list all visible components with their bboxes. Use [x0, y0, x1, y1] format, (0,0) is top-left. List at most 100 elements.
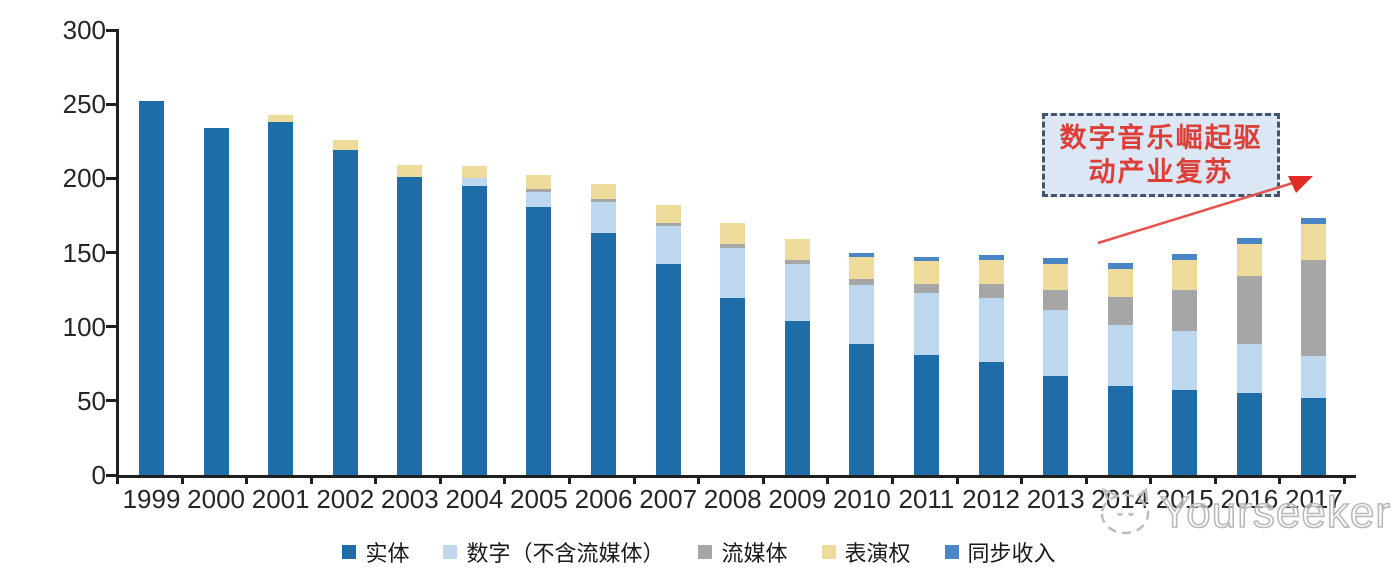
x-tick-label-2017: 2017 [1285, 484, 1343, 514]
bar-segment-2011 [913, 292, 939, 355]
bar-segment-2014 [1107, 386, 1133, 475]
bar-segment-2005 [526, 191, 552, 207]
x-axis-tick [1278, 475, 1282, 484]
bar-segment-2011 [913, 256, 939, 262]
x-tick-label-2006: 2006 [574, 484, 633, 514]
bar-segment-2015 [1172, 253, 1198, 260]
x-tick-label-2001: 2001 [251, 484, 310, 514]
y-axis-line [116, 29, 119, 478]
bar-segment-2016 [1236, 237, 1262, 244]
legend-label: 数字（不含流媒体） [466, 541, 665, 566]
y-axis-tick [106, 399, 116, 403]
x-tick-label-2012: 2012 [962, 484, 1020, 514]
x-axis-tick [1149, 475, 1153, 484]
x-axis-tick [1084, 475, 1088, 484]
bar-segment-2011 [913, 283, 939, 293]
x-tick-label-2011: 2011 [898, 484, 955, 514]
legend-item: 数字（不含流媒体） [443, 536, 664, 568]
bar-segment-2015 [1172, 331, 1198, 391]
x-tick-label-2003: 2003 [380, 484, 439, 514]
y-tick-label: 50 [77, 385, 106, 416]
bar-segment-2013 [1043, 310, 1069, 376]
bar-segment-2013 [1043, 264, 1069, 290]
bar-segment-2006 [591, 202, 617, 234]
y-axis-tick [106, 473, 116, 477]
bar-segment-2004 [461, 166, 487, 179]
x-axis-tick [374, 475, 378, 484]
bar-segment-2014 [1107, 325, 1133, 386]
legend-label: 实体 [365, 541, 410, 566]
x-axis-tick [632, 475, 636, 484]
bar-segment-2016 [1236, 344, 1262, 394]
y-tick-label: 0 [91, 460, 106, 490]
annotation-callout: 数字音乐崛起驱 动产业复苏 [1042, 113, 1280, 197]
x-axis-tick [116, 475, 119, 484]
x-axis-tick [309, 475, 313, 484]
y-axis-tick [106, 325, 116, 329]
legend-item: 流媒体 [698, 536, 788, 568]
bar-segment-2012 [978, 298, 1004, 363]
x-tick-label-2009: 2009 [768, 484, 827, 514]
x-tick-label-2005: 2005 [510, 484, 568, 514]
bar-segment-2003 [397, 176, 423, 475]
x-tick-label-2004: 2004 [445, 484, 504, 514]
y-axis-tick [106, 102, 116, 106]
bar-segment-2006 [591, 184, 617, 200]
legend-swatch-icon [342, 545, 357, 559]
bar-segment-2009 [784, 239, 810, 260]
bar-segment-2013 [1043, 289, 1069, 311]
x-axis-tick [503, 475, 507, 484]
legend-swatch-icon [944, 545, 959, 559]
bar-segment-2016 [1236, 243, 1262, 277]
x-axis-tick [955, 475, 959, 484]
bar-segment-2010 [849, 256, 875, 280]
y-tick-label: 100 [62, 311, 106, 342]
bar-segment-2004 [461, 185, 487, 475]
bar-segment-2014 [1107, 262, 1133, 269]
bar-segment-2004 [461, 178, 487, 186]
bar-segment-2016 [1236, 393, 1262, 475]
bar-segment-2008 [720, 298, 746, 475]
legend-item: 实体 [342, 536, 409, 568]
bar-segment-2002 [332, 139, 358, 151]
x-tick-label-2013: 2013 [1026, 484, 1085, 514]
bar-segment-2009 [784, 264, 810, 321]
bar-segment-2017 [1301, 397, 1327, 475]
bar-segment-2012 [978, 283, 1004, 299]
bar-segment-2010 [849, 279, 875, 286]
bar-segment-2008 [720, 222, 746, 244]
x-tick-label-2016: 2016 [1220, 484, 1279, 514]
x-axis-line [116, 475, 1356, 478]
bar-segment-2002 [332, 150, 358, 475]
bar-segment-2007 [655, 225, 681, 265]
bar-segment-2017 [1301, 259, 1327, 357]
annotation-text-line2: 动产业复苏 [1088, 157, 1234, 187]
y-axis-tick [106, 251, 116, 254]
bar-segment-2008 [720, 243, 746, 249]
bar-segment-2003 [397, 164, 423, 177]
x-axis-tick [568, 475, 572, 484]
legend-label: 表演权 [844, 541, 911, 566]
bar-segment-2007 [655, 222, 681, 226]
bar-segment-2009 [784, 259, 810, 265]
bar-segment-2007 [655, 205, 681, 223]
bar-segment-2016 [1236, 276, 1262, 345]
bar-segment-2017 [1301, 224, 1327, 260]
legend-item: 同步收入 [944, 536, 1056, 568]
x-axis-tick [890, 475, 894, 484]
bar-segment-2005 [526, 188, 552, 192]
bar-segment-2012 [978, 362, 1004, 475]
bar-segment-2007 [655, 264, 681, 475]
bar-segment-2013 [1043, 375, 1069, 475]
bar-segment-2013 [1043, 258, 1069, 265]
y-tick-label: 300 [62, 15, 106, 45]
y-tick-label: 200 [62, 163, 106, 194]
bar-segment-2010 [849, 344, 875, 475]
bar-segment-2008 [720, 248, 746, 299]
x-axis-tick [180, 475, 184, 484]
legend-label: 同步收入 [967, 541, 1056, 566]
x-axis-tick [761, 475, 765, 484]
bar-segment-2011 [913, 354, 939, 475]
x-axis-tick [245, 475, 249, 484]
